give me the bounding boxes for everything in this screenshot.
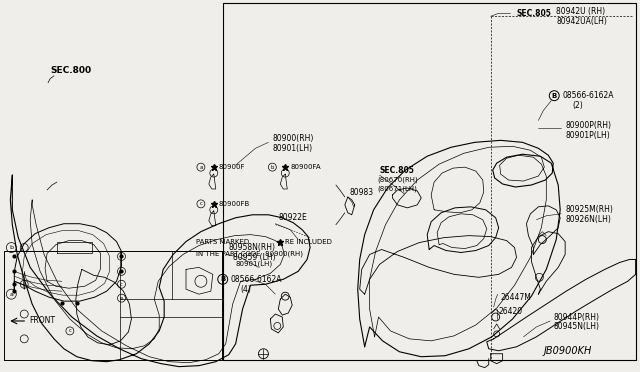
Text: SEC.800: SEC.800 xyxy=(50,66,91,76)
Text: (4): (4) xyxy=(241,285,252,294)
Text: 80901P(LH): 80901P(LH) xyxy=(565,131,610,140)
Text: b: b xyxy=(10,245,13,250)
Text: 80958N(RH): 80958N(RH) xyxy=(228,243,276,252)
Text: FRONT: FRONT xyxy=(29,317,55,326)
Text: (2): (2) xyxy=(572,101,583,110)
Text: SEC.805: SEC.805 xyxy=(380,166,415,174)
Text: a: a xyxy=(120,254,123,259)
Text: RE INCLUDED: RE INCLUDED xyxy=(285,238,332,244)
Text: IN THE PART CODE  80900(RH): IN THE PART CODE 80900(RH) xyxy=(196,250,303,257)
Text: 80900F: 80900F xyxy=(219,164,245,170)
Text: 26420: 26420 xyxy=(499,307,523,315)
Text: 80900FA: 80900FA xyxy=(290,164,321,170)
Text: 80901(LH): 80901(LH) xyxy=(273,144,312,153)
Text: 80900P(RH): 80900P(RH) xyxy=(565,121,611,130)
Text: 80945N(LH): 80945N(LH) xyxy=(553,323,599,331)
Text: SEC.805: SEC.805 xyxy=(516,9,552,18)
Text: 08566-6162A: 08566-6162A xyxy=(230,275,282,284)
Text: (80670(RH): (80670(RH) xyxy=(378,177,419,183)
Text: PARTS MARKED: PARTS MARKED xyxy=(196,238,252,244)
Text: 80942U (RH): 80942U (RH) xyxy=(556,7,605,16)
Text: B: B xyxy=(552,93,557,99)
Text: c: c xyxy=(200,201,202,206)
Text: 80900FB: 80900FB xyxy=(219,201,250,207)
Text: 80901(LH): 80901(LH) xyxy=(236,260,273,267)
Text: a: a xyxy=(10,292,13,297)
Text: 80944P(RH): 80944P(RH) xyxy=(553,312,599,321)
Text: JB0900KH: JB0900KH xyxy=(543,346,592,356)
Text: c: c xyxy=(68,328,71,333)
Text: 80983: 80983 xyxy=(350,189,374,198)
Text: 80926N(LH): 80926N(LH) xyxy=(565,215,611,224)
Text: B: B xyxy=(220,276,225,282)
Text: 08566-6162A: 08566-6162A xyxy=(562,91,614,100)
Text: 26447M: 26447M xyxy=(500,293,531,302)
Text: 80900(RH): 80900(RH) xyxy=(273,134,314,143)
Text: a: a xyxy=(199,165,202,170)
Text: 80942UA(LH): 80942UA(LH) xyxy=(556,17,607,26)
Text: b: b xyxy=(120,269,123,274)
Text: c: c xyxy=(120,282,123,287)
Text: 80922E: 80922E xyxy=(278,213,307,222)
Text: e: e xyxy=(120,296,123,301)
Text: b: b xyxy=(271,165,274,170)
Text: 80959 (LH): 80959 (LH) xyxy=(233,253,275,262)
Text: (80671(LH): (80671(LH) xyxy=(378,186,417,192)
Text: 80925M(RH): 80925M(RH) xyxy=(565,205,613,214)
